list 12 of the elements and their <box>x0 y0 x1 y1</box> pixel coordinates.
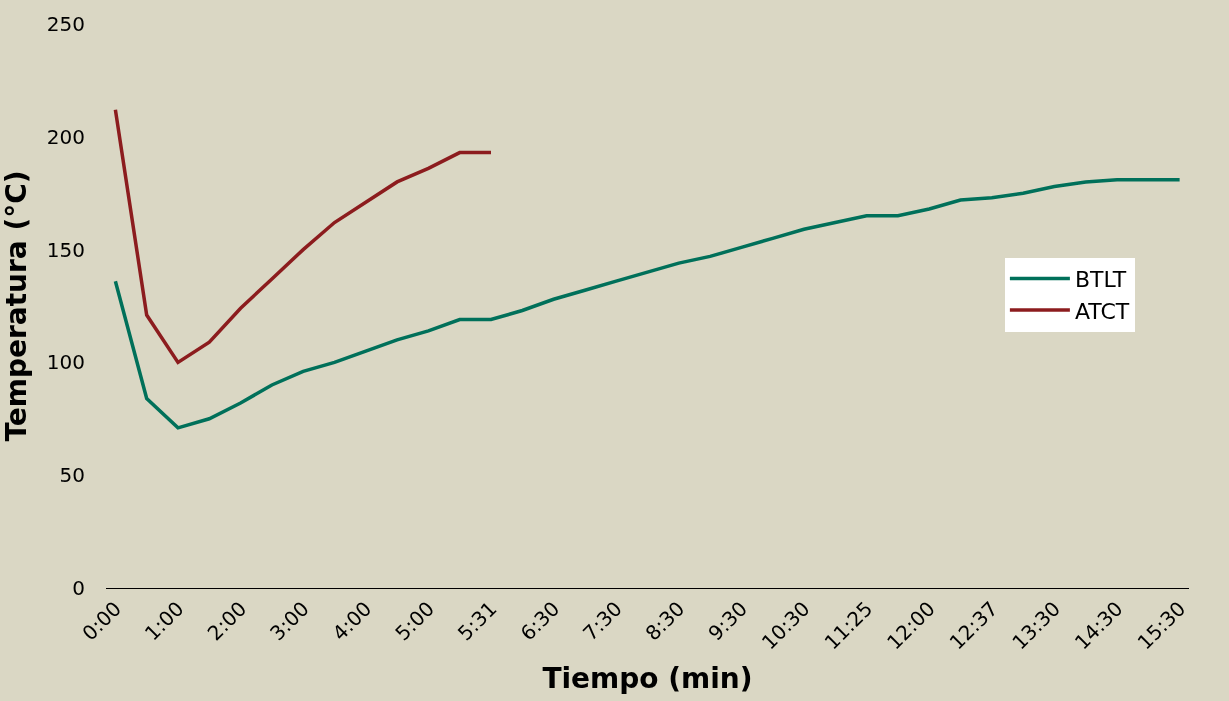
line-series <box>113 107 493 365</box>
y-tick-label: 150 <box>46 237 85 262</box>
y-tick-label: 200 <box>46 124 85 149</box>
y-tick-label: 250 <box>46 12 85 36</box>
x-axis-title: Tiempo (min) <box>542 662 753 696</box>
legend-label: ATCT <box>1074 298 1130 324</box>
y-tick-label: 0 <box>72 576 85 600</box>
line-series <box>113 177 1182 430</box>
y-tick-label: 100 <box>46 350 85 375</box>
y-tick-label: 50 <box>59 463 85 488</box>
legend-label: BTLT <box>1074 267 1127 293</box>
y-axis-title: Temperatura (°C) <box>0 170 33 442</box>
